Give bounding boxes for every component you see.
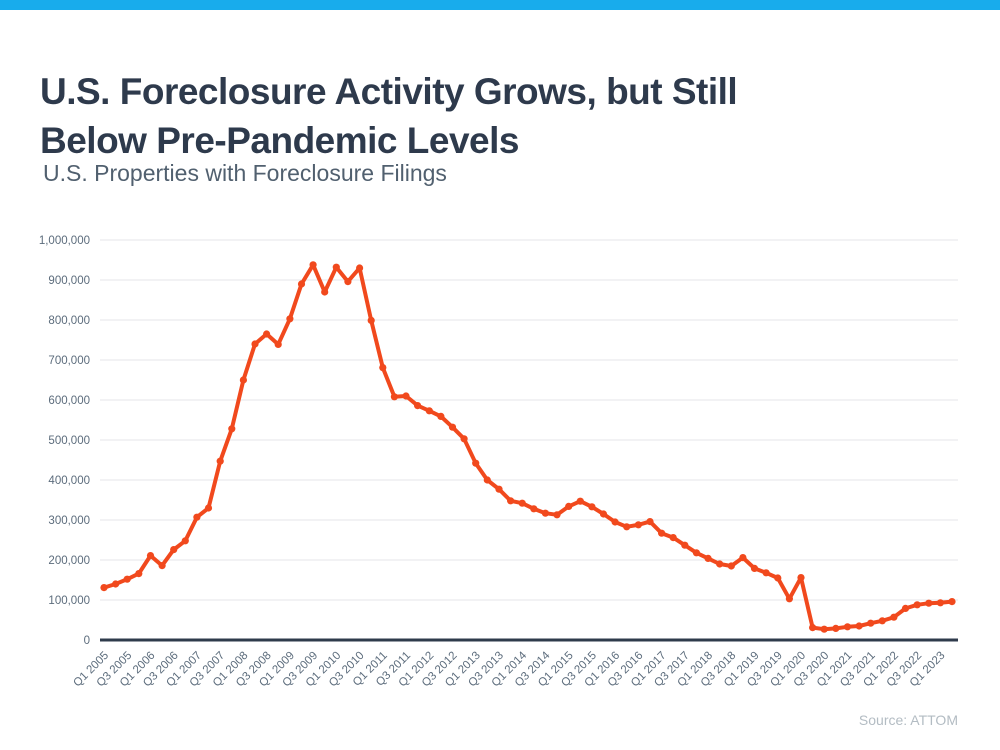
data-point	[448, 423, 457, 431]
data-point	[646, 518, 654, 526]
data-point	[843, 623, 852, 631]
data-point	[100, 584, 108, 592]
foreclosure-line-chart: 0 100,000 200,000 300,000 400,000 500,000 600,…	[0, 222, 1000, 722]
y-tick-label: 800,000	[48, 315, 90, 327]
series-line	[102, 262, 954, 632]
data-point	[251, 340, 259, 348]
data-point	[507, 497, 515, 505]
data-point	[460, 435, 468, 443]
data-point	[576, 497, 584, 505]
data-point	[855, 622, 863, 630]
data-point	[774, 574, 782, 582]
y-tick-label: 500,000	[48, 435, 90, 447]
data-point	[286, 315, 294, 323]
data-point	[704, 554, 712, 562]
data-point	[367, 316, 375, 324]
data-point	[750, 564, 759, 572]
y-tick-label: 100,000	[48, 595, 90, 607]
data-point	[390, 393, 398, 401]
data-point	[228, 425, 236, 433]
data-point	[658, 529, 666, 537]
data-point	[936, 599, 945, 607]
data-point	[356, 264, 364, 272]
data-point	[518, 499, 526, 507]
data-point	[762, 569, 770, 577]
data-point	[739, 554, 747, 562]
data-point	[123, 575, 131, 583]
data-point	[820, 625, 828, 633]
data-point	[239, 376, 247, 384]
source-attribution: Source: ATTOM	[858, 712, 958, 728]
data-point	[925, 599, 933, 607]
data-point	[472, 459, 480, 467]
y-tick-label: 700,000	[48, 355, 90, 367]
data-point	[204, 504, 213, 512]
data-point	[263, 330, 271, 338]
data-point	[727, 562, 735, 570]
data-point	[437, 412, 445, 420]
page-title: U.S. Foreclosure Activity Grows, but Sti…	[40, 67, 900, 165]
y-tick-label: 400,000	[48, 475, 90, 487]
data-point	[193, 513, 201, 521]
data-point	[297, 280, 306, 288]
data-point	[599, 510, 608, 518]
chart-canvas: 0 100,000 200,000 300,000 400,000 500,000 600,…	[39, 235, 958, 689]
data-point	[402, 392, 410, 400]
data-point	[913, 601, 921, 609]
data-point	[867, 619, 875, 627]
y-tick-label: 300,000	[48, 515, 90, 527]
page-title-line2: Below Pre-Pandemic Levels	[40, 119, 519, 161]
data-point	[785, 595, 794, 603]
top-accent-bar	[0, 0, 1000, 10]
data-point	[414, 402, 422, 410]
data-point	[890, 613, 898, 621]
axis-y-labels: 0 100,000 200,000 300,000 400,000 500,000 600,…	[39, 235, 90, 647]
y-tick-label: 200,000	[48, 555, 90, 567]
data-point	[553, 511, 561, 519]
data-point	[901, 604, 910, 612]
data-point	[309, 261, 317, 269]
data-point	[425, 407, 433, 415]
data-point	[483, 476, 491, 484]
data-point	[112, 580, 120, 588]
data-point	[832, 624, 840, 632]
data-point	[797, 574, 805, 582]
data-point	[379, 364, 387, 372]
data-point	[344, 278, 352, 286]
data-point	[530, 505, 538, 513]
data-point	[809, 624, 817, 632]
y-tick-label: 900,000	[48, 275, 90, 287]
y-tick-label: 0	[84, 635, 90, 647]
data-point	[634, 521, 643, 529]
data-point	[135, 570, 143, 578]
data-point	[565, 502, 573, 510]
data-point	[146, 552, 155, 560]
data-point	[332, 263, 340, 271]
data-point	[158, 562, 166, 570]
data-point	[274, 340, 282, 348]
data-point	[181, 537, 189, 545]
data-point	[321, 288, 329, 296]
data-point	[681, 541, 689, 549]
data-point	[611, 518, 619, 526]
data-point	[716, 560, 724, 568]
data-point	[170, 546, 178, 554]
data-point	[623, 523, 631, 531]
data-point	[216, 457, 224, 465]
page-title-line1: U.S. Foreclosure Activity Grows, but Sti…	[40, 70, 738, 112]
data-point	[495, 485, 503, 493]
data-points	[100, 261, 956, 633]
data-point	[588, 503, 596, 511]
y-tick-label: 1,000,000	[39, 235, 90, 247]
data-point	[541, 509, 550, 517]
grid-lines	[100, 239, 958, 601]
data-point	[948, 598, 956, 606]
data-point	[878, 617, 886, 625]
data-point	[692, 549, 701, 557]
page-subtitle: U.S. Properties with Foreclosure Filings	[43, 160, 447, 186]
data-point	[669, 534, 677, 542]
y-tick-label: 600,000	[48, 395, 90, 407]
